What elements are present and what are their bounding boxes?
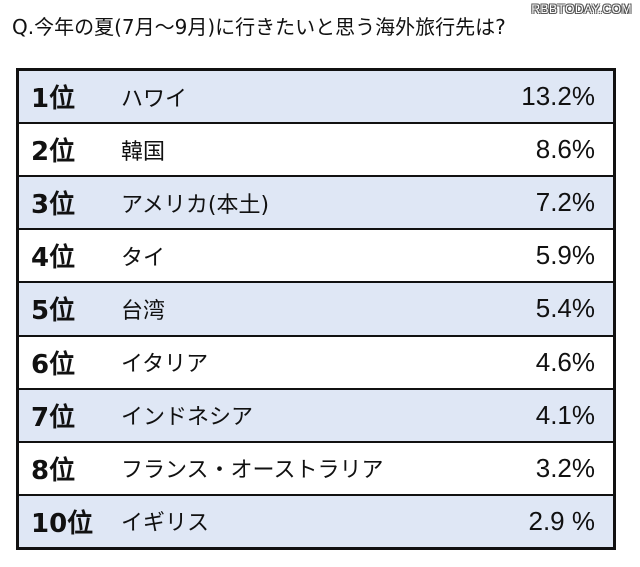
rank-label: 2位 (31, 137, 76, 168)
table-row: 4位 タイ 5.9% (19, 230, 613, 284)
table-row: 7位 インドネシア 4.1% (19, 389, 613, 443)
country-label: 台湾 (121, 298, 166, 324)
table-row: 3位 アメリカ(本土) 7.2% (19, 177, 613, 231)
country-label: アメリカ(本土) (121, 192, 270, 218)
table-row: 10位 イギリス 2.9 % (19, 495, 613, 547)
watermark: RBBTODAY.COM (531, 2, 632, 16)
rank-label: 3位 (31, 190, 76, 221)
percent-value: 8.6% (535, 134, 595, 165)
percent-value: 13.2% (521, 81, 595, 112)
country-label: インドネシア (121, 405, 254, 431)
percent-value: 4.1% (535, 399, 595, 430)
question-title: Q.今年の夏(7月〜9月)に行きたいと思う海外旅行先は? (12, 15, 506, 39)
percent-value: 5.9% (535, 240, 595, 271)
rank-label: 4位 (31, 243, 76, 274)
ranking-table: 1位 ハワイ 13.2% 2位 韓国 8.6% 3位 アメリカ(本土) 7.2%… (16, 68, 616, 550)
rank-label: 5位 (31, 296, 76, 327)
country-label: イタリア (121, 352, 209, 378)
rank-label: 10位 (31, 508, 94, 539)
rank-label: 1位 (31, 84, 76, 115)
rank-label: 7位 (31, 402, 76, 433)
table-row: 8位 フランス・オーストラリア 3.2% (19, 443, 613, 496)
percent-value: 5.4% (535, 293, 595, 324)
percent-value: 7.2% (535, 187, 595, 218)
country-label: フランス・オーストラリア (121, 458, 384, 484)
table-row: 2位 韓国 8.6% (19, 124, 613, 178)
table-row: 5位 台湾 5.4% (19, 283, 613, 337)
country-label: イギリス (121, 511, 210, 537)
percent-value: 4.6% (535, 346, 595, 377)
rank-label: 6位 (31, 349, 76, 380)
table-row: 1位 ハワイ 13.2% (19, 71, 613, 125)
country-label: 韓国 (121, 139, 166, 165)
percent-value: 2.9 % (528, 505, 596, 536)
percent-value: 3.2% (535, 452, 595, 483)
country-label: タイ (121, 245, 166, 271)
country-label: ハワイ (121, 86, 188, 112)
table-row: 6位 イタリア 4.6% (19, 337, 613, 390)
rank-label: 8位 (31, 455, 76, 486)
